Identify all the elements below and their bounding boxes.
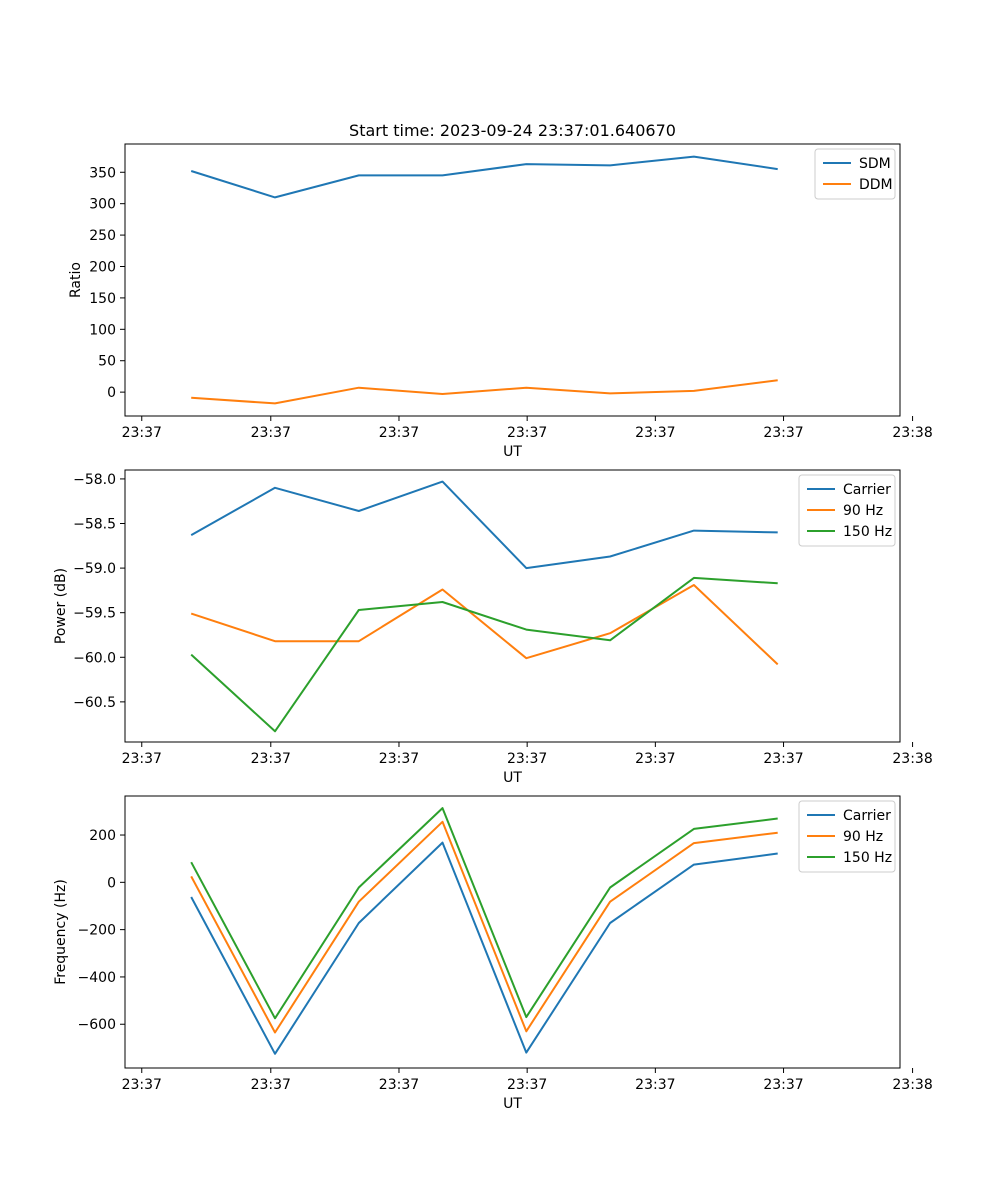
- ratio-legend-label: SDM: [859, 156, 891, 172]
- power-x-tick-label: 23:37: [635, 751, 675, 767]
- power-y-tick-label: −58.0: [73, 472, 116, 488]
- power-y-axis-label: Power (dB): [53, 568, 69, 644]
- power-series-line-90-hz: [190, 584, 779, 666]
- ratio-y-tick-label: 100: [89, 322, 116, 338]
- ratio-series-line-sdm: [190, 155, 778, 199]
- frequency-x-tick-label: 23:37: [763, 1077, 803, 1093]
- frequency-x-tick-label: 23:37: [251, 1077, 291, 1093]
- frequency-legend: Carrier 90 Hz 150 Hz: [798, 800, 896, 873]
- power-legend-label: 150 Hz: [843, 524, 892, 540]
- ratio-y-tick-label: 350: [89, 165, 116, 181]
- power-series-line-150-hz: [190, 576, 778, 733]
- frequency-panel: 23:37 23:37 23:37 23:37 23:37 23:37 23:38 −600…: [53, 795, 933, 1112]
- ratio-x-tick-label: 23:37: [122, 425, 162, 441]
- frequency-legend-box: [798, 800, 896, 873]
- power-y-tick-label: −60.0: [73, 650, 116, 666]
- ratio-y-tick-label: 250: [89, 228, 116, 244]
- frequency-y-tick-label: 200: [89, 828, 116, 844]
- ratio-panel: 23:37 23:37 23:37 23:37 23:37 23:37 23:38 0 50 1…: [68, 143, 933, 460]
- power-x-tick-label: 23:37: [507, 751, 547, 767]
- ratio-x-tick-label: 23:37: [379, 425, 419, 441]
- power-legend-label: Carrier: [843, 482, 891, 498]
- power-series-line-carrier: [190, 480, 778, 570]
- power-y-tick-label: −60.5: [73, 695, 116, 711]
- frequency-x-tick-label: 23:37: [507, 1077, 547, 1093]
- power-legend-box: [798, 474, 896, 547]
- frequency-series-line-90-hz: [190, 820, 778, 1034]
- frequency-y-tick-label: −400: [78, 970, 116, 986]
- frequency-x-tick-label: 23:37: [379, 1077, 419, 1093]
- power-x-tick-label: 23:37: [763, 751, 803, 767]
- ratio-axes-frame: [124, 143, 901, 417]
- chart-title: Start time: 2023-09-24 23:37:01.640670: [349, 121, 676, 140]
- ratio-y-axis-label: Ratio: [68, 262, 84, 298]
- ratio-x-tick-label: 23:37: [763, 425, 803, 441]
- ratio-y-tick-label: 150: [89, 291, 116, 307]
- ratio-legend: SDM DDM: [814, 148, 896, 200]
- power-x-tick-label: 23:37: [379, 751, 419, 767]
- power-y-tick-label: −58.5: [73, 517, 116, 533]
- ratio-series-line-ddm: [191, 379, 778, 405]
- frequency-x-axis-label: UT: [503, 1096, 522, 1112]
- ratio-x-tick-label: 23:38: [892, 425, 932, 441]
- power-axes-frame: [124, 469, 901, 743]
- frequency-x-tick-label: 23:37: [122, 1077, 162, 1093]
- power-x-axis-label: UT: [503, 770, 522, 786]
- power-panel: 23:37 23:37 23:37 23:37 23:37 23:37 23:38 −60.…: [53, 469, 933, 786]
- ratio-legend-box: [814, 148, 896, 200]
- ratio-x-axis-label: UT: [503, 444, 522, 460]
- power-x-tick-label: 23:37: [251, 751, 291, 767]
- power-legend-label: 90 Hz: [843, 503, 883, 519]
- frequency-series-line-carrier: [190, 841, 778, 1055]
- ratio-y-tick-label: 50: [98, 354, 116, 370]
- frequency-legend-label: Carrier: [843, 808, 891, 824]
- ratio-x-tick-label: 23:37: [635, 425, 675, 441]
- frequency-y-tick-label: −600: [78, 1017, 116, 1033]
- frequency-legend-label: 90 Hz: [843, 829, 883, 845]
- frequency-y-tick-label: −200: [78, 923, 116, 939]
- frequency-x-tick-label: 23:38: [892, 1077, 932, 1093]
- ratio-x-tick-label: 23:37: [507, 425, 547, 441]
- frequency-axes-frame: [124, 795, 901, 1069]
- power-x-tick-label: 23:37: [122, 751, 162, 767]
- ratio-y-tick-label: 0: [107, 385, 116, 401]
- power-y-tick-label: −59.0: [73, 561, 116, 577]
- frequency-series-line-150-hz: [190, 807, 778, 1020]
- frequency-y-axis-label: Frequency (Hz): [53, 879, 69, 985]
- power-y-tick-label: −59.5: [73, 606, 116, 622]
- ratio-legend-label: DDM: [859, 177, 893, 193]
- ratio-y-tick-label: 200: [89, 259, 116, 275]
- power-legend: Carrier 90 Hz 150 Hz: [798, 474, 896, 547]
- power-x-tick-label: 23:38: [892, 751, 932, 767]
- frequency-legend-label: 150 Hz: [843, 850, 892, 866]
- ratio-x-tick-label: 23:37: [251, 425, 291, 441]
- frequency-x-tick-label: 23:37: [635, 1077, 675, 1093]
- ratio-y-tick-label: 300: [89, 197, 116, 213]
- frequency-y-tick-label: 0: [107, 875, 116, 891]
